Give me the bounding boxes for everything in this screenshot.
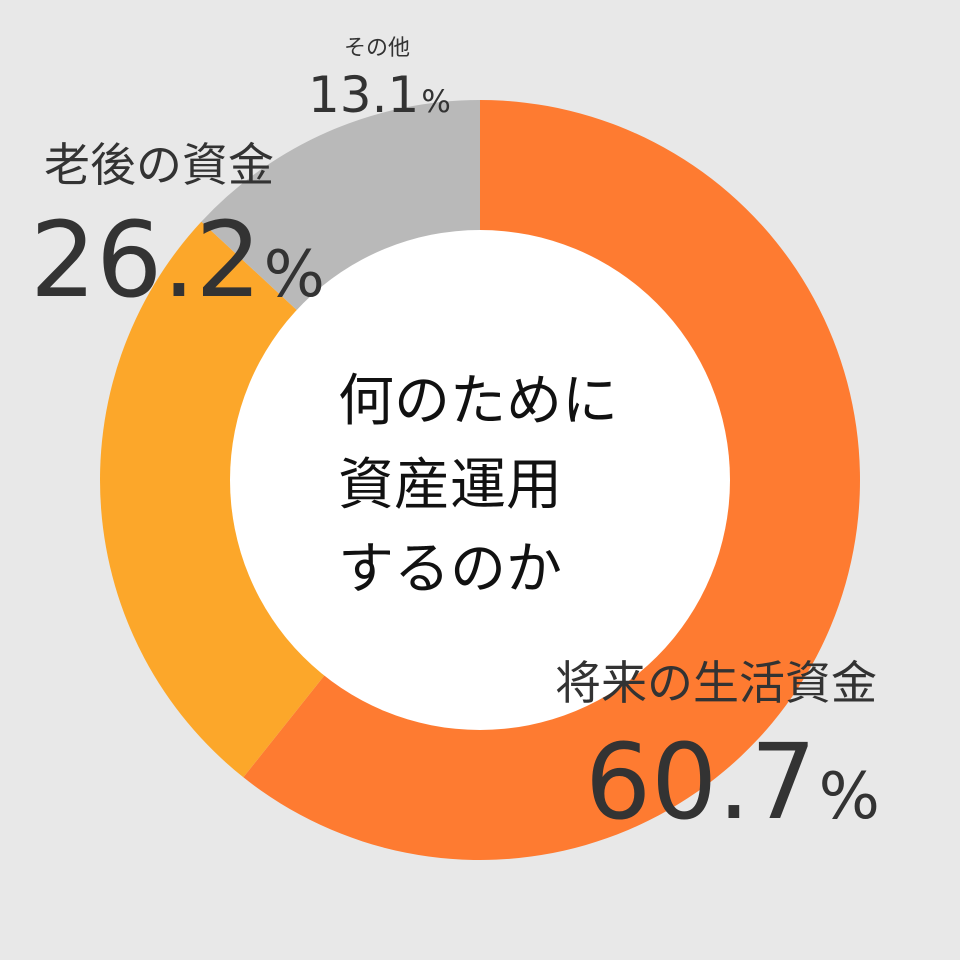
other-value-unit: %: [421, 84, 451, 120]
center-title-line-2: 資産運用: [338, 453, 562, 518]
future-value-unit: %: [818, 759, 880, 834]
center-title: 何のために 資産運用 するのか: [338, 360, 618, 612]
center-title-line-3: するのか: [338, 537, 562, 602]
future-value-number: 60.7: [585, 721, 817, 843]
slice-label-retirement-value: 26.2%: [30, 208, 325, 312]
slice-label-future-value: 60.7%: [585, 730, 880, 834]
slice-label-future-name: 将来の生活資金: [555, 656, 877, 710]
slice-label-other-value: 13.1%: [308, 70, 451, 120]
slice-label-other-name: その他: [344, 36, 411, 61]
retirement-value-number: 26.2: [30, 199, 262, 321]
slice-label-retirement-name: 老後の資金: [44, 138, 274, 192]
other-value-number: 13.1: [308, 66, 420, 124]
donut-hole: [230, 230, 730, 730]
retirement-value-unit: %: [263, 237, 325, 312]
center-title-line-1: 何のために: [338, 369, 618, 434]
